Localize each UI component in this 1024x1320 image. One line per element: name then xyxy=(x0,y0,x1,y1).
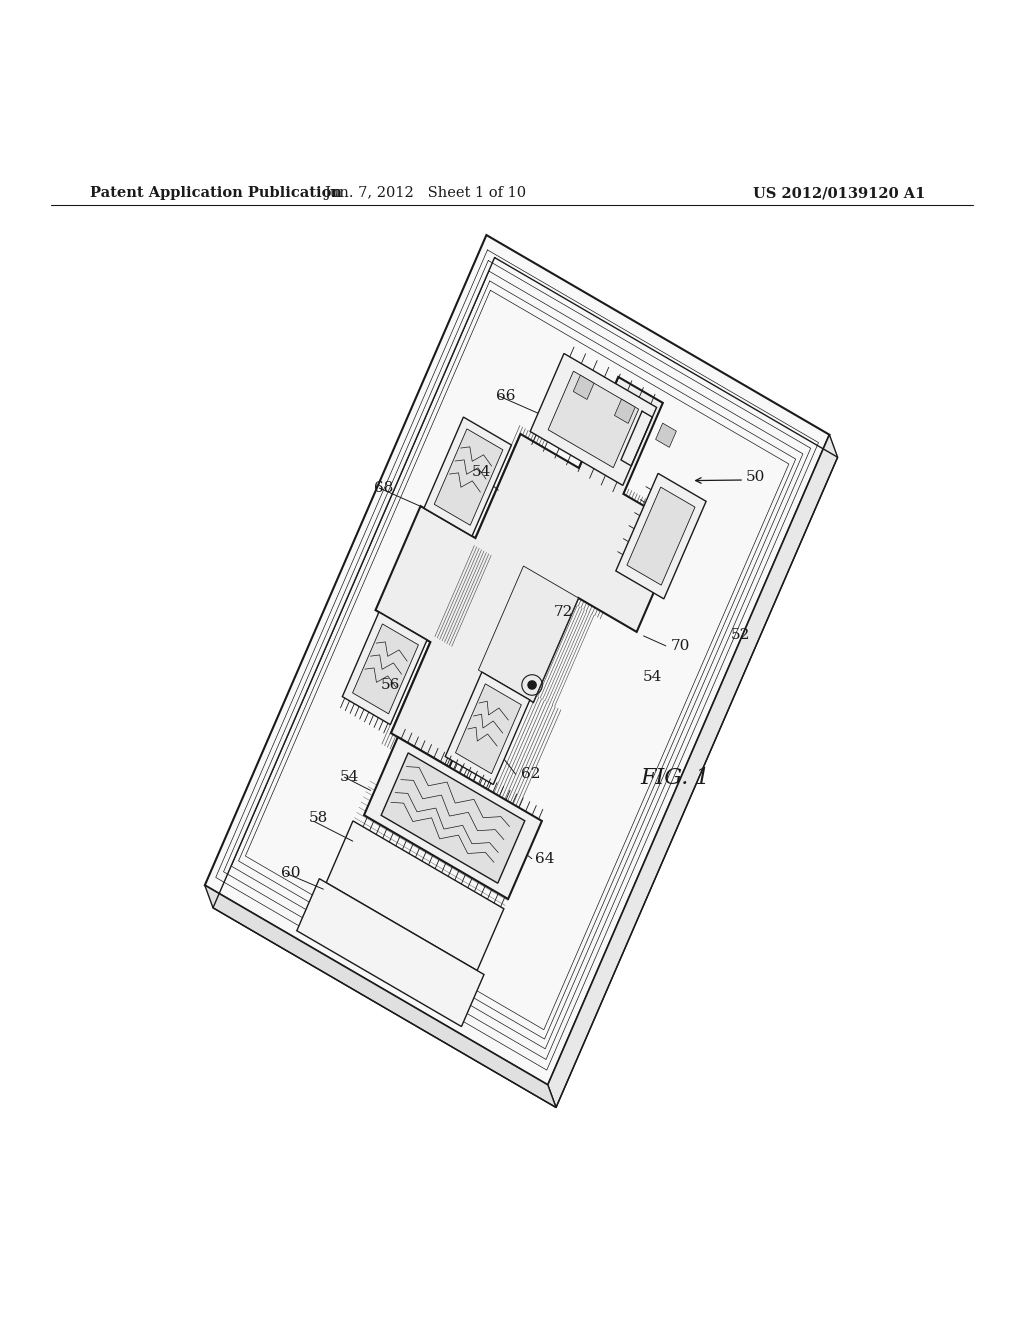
Polygon shape xyxy=(530,354,656,486)
Text: 62: 62 xyxy=(521,767,541,781)
Polygon shape xyxy=(456,684,521,774)
Text: 54: 54 xyxy=(339,770,358,784)
Polygon shape xyxy=(434,429,503,525)
Polygon shape xyxy=(342,612,427,725)
Polygon shape xyxy=(381,752,525,883)
Polygon shape xyxy=(615,474,707,599)
Circle shape xyxy=(528,681,537,689)
Polygon shape xyxy=(548,434,838,1107)
Text: 64: 64 xyxy=(535,851,554,866)
Text: 58: 58 xyxy=(308,812,328,825)
Polygon shape xyxy=(548,371,639,467)
Polygon shape xyxy=(614,399,635,424)
Polygon shape xyxy=(655,424,677,447)
Polygon shape xyxy=(445,672,529,784)
Text: 54: 54 xyxy=(472,465,492,479)
Polygon shape xyxy=(376,378,682,767)
Polygon shape xyxy=(478,566,579,702)
Polygon shape xyxy=(297,879,484,1027)
Polygon shape xyxy=(205,235,829,1085)
Text: Jun. 7, 2012   Sheet 1 of 10: Jun. 7, 2012 Sheet 1 of 10 xyxy=(324,186,526,201)
Text: 60: 60 xyxy=(281,866,300,880)
Text: 52: 52 xyxy=(731,628,751,642)
Polygon shape xyxy=(573,375,594,400)
Polygon shape xyxy=(365,737,542,899)
Text: US 2012/0139120 A1: US 2012/0139120 A1 xyxy=(754,186,926,201)
Text: 68: 68 xyxy=(375,480,393,495)
Polygon shape xyxy=(327,821,504,970)
Text: FIG. 1: FIG. 1 xyxy=(640,767,710,789)
Polygon shape xyxy=(205,886,556,1107)
Text: 66: 66 xyxy=(496,389,515,403)
Polygon shape xyxy=(352,624,419,714)
Text: 54: 54 xyxy=(642,669,662,684)
Polygon shape xyxy=(627,487,695,585)
Text: 56: 56 xyxy=(381,678,400,692)
Text: 50: 50 xyxy=(746,470,766,484)
Text: Patent Application Publication: Patent Application Publication xyxy=(90,186,342,201)
Text: 70: 70 xyxy=(671,639,690,653)
Text: 72: 72 xyxy=(554,605,573,619)
Polygon shape xyxy=(424,417,511,536)
